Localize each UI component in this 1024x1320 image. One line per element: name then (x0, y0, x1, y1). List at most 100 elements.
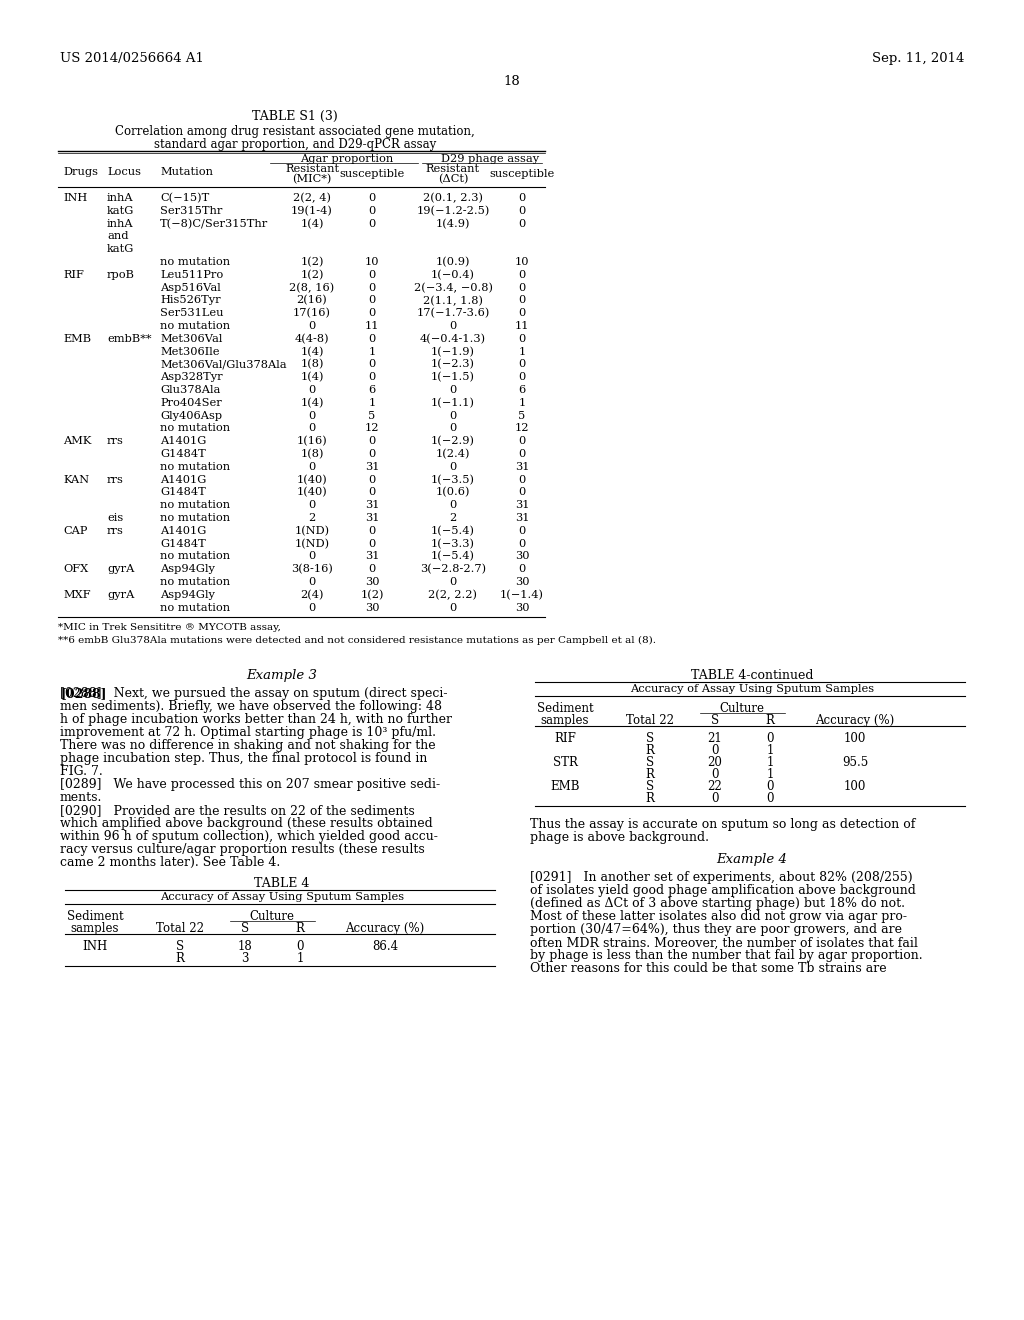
Text: ments.: ments. (60, 792, 102, 804)
Text: 1(2.4): 1(2.4) (436, 449, 470, 459)
Text: S: S (711, 714, 719, 727)
Text: 0: 0 (369, 334, 376, 343)
Text: 22: 22 (708, 780, 722, 793)
Text: 0: 0 (518, 525, 525, 536)
Text: 0: 0 (766, 780, 774, 793)
Text: 1(−1.5): 1(−1.5) (431, 372, 475, 383)
Text: 0: 0 (369, 308, 376, 318)
Text: 20: 20 (708, 756, 723, 770)
Text: 31: 31 (365, 513, 379, 523)
Text: G1484T: G1484T (160, 539, 206, 549)
Text: Total 22: Total 22 (156, 923, 204, 936)
Text: Accuracy of Assay Using Sputum Samples: Accuracy of Assay Using Sputum Samples (160, 892, 404, 903)
Text: 21: 21 (708, 733, 722, 746)
Text: of isolates yield good phage amplification above background: of isolates yield good phage amplificati… (530, 884, 915, 898)
Text: 18: 18 (504, 75, 520, 88)
Text: 0: 0 (518, 372, 525, 383)
Text: Ser531Leu: Ser531Leu (160, 308, 223, 318)
Text: MXF: MXF (63, 590, 91, 599)
Text: 1(ND): 1(ND) (295, 539, 330, 549)
Text: no mutation: no mutation (160, 513, 230, 523)
Text: INH: INH (82, 940, 108, 953)
Text: R: R (645, 792, 654, 805)
Text: KAN: KAN (63, 475, 89, 484)
Text: 0: 0 (308, 462, 315, 471)
Text: (MIC*): (MIC*) (292, 174, 332, 185)
Text: 1(−1.9): 1(−1.9) (431, 347, 475, 356)
Text: S: S (176, 940, 184, 953)
Text: EMB: EMB (63, 334, 91, 343)
Text: 0: 0 (450, 462, 457, 471)
Text: came 2 months later). See Table 4.: came 2 months later). See Table 4. (60, 857, 281, 870)
Text: phage incubation step. Thus, the final protocol is found in: phage incubation step. Thus, the final p… (60, 752, 427, 766)
Text: 0: 0 (450, 385, 457, 395)
Text: 12: 12 (365, 424, 379, 433)
Text: 1(−1.4): 1(−1.4) (500, 590, 544, 601)
Text: TABLE 4: TABLE 4 (254, 878, 309, 891)
Text: 0: 0 (308, 385, 315, 395)
Text: 2(−3.4, −0.8): 2(−3.4, −0.8) (414, 282, 493, 293)
Text: 11: 11 (365, 321, 379, 331)
Text: susceptible: susceptible (489, 169, 555, 180)
Text: 1(2): 1(2) (300, 257, 324, 268)
Text: 0: 0 (712, 768, 719, 781)
Text: Asp516Val: Asp516Val (160, 282, 221, 293)
Text: 0: 0 (308, 500, 315, 511)
Text: 1(−0.4): 1(−0.4) (431, 269, 475, 280)
Text: 1(−3.3): 1(−3.3) (431, 539, 475, 549)
Text: Ser315Thr: Ser315Thr (160, 206, 222, 215)
Text: 0: 0 (369, 449, 376, 459)
Text: Met306Ile: Met306Ile (160, 347, 219, 356)
Text: 30: 30 (365, 577, 379, 587)
Text: [0289]   We have processed this on 207 smear positive sedi-: [0289] We have processed this on 207 sme… (60, 779, 440, 792)
Text: 0: 0 (450, 411, 457, 421)
Text: 1(−3.5): 1(−3.5) (431, 475, 475, 484)
Text: Most of these latter isolates also did not grow via agar pro-: Most of these latter isolates also did n… (530, 911, 907, 924)
Text: 30: 30 (515, 603, 529, 612)
Text: 0: 0 (518, 564, 525, 574)
Text: EMB: EMB (550, 780, 580, 793)
Text: no mutation: no mutation (160, 603, 230, 612)
Text: G1484T: G1484T (160, 449, 206, 459)
Text: *MIC in Trek Sensititre ® MYCOTB assay,: *MIC in Trek Sensititre ® MYCOTB assay, (58, 623, 281, 632)
Text: 0: 0 (712, 744, 719, 758)
Text: 0: 0 (308, 411, 315, 421)
Text: 0: 0 (369, 193, 376, 203)
Text: 30: 30 (365, 603, 379, 612)
Text: no mutation: no mutation (160, 552, 230, 561)
Text: 0: 0 (369, 206, 376, 215)
Text: R: R (645, 768, 654, 781)
Text: 0: 0 (518, 539, 525, 549)
Text: R: R (296, 923, 304, 936)
Text: 17(−1.7-3.6): 17(−1.7-3.6) (417, 308, 489, 318)
Text: 1(4): 1(4) (300, 397, 324, 408)
Text: katG: katG (106, 206, 134, 215)
Text: 2(16): 2(16) (297, 296, 328, 306)
Text: 1: 1 (518, 397, 525, 408)
Text: 0: 0 (369, 436, 376, 446)
Text: [0290]   Provided are the results on 22 of the sediments: [0290] Provided are the results on 22 of… (60, 804, 415, 817)
Text: 0: 0 (369, 219, 376, 228)
Text: 1: 1 (766, 744, 774, 758)
Text: S: S (646, 756, 654, 770)
Text: 1(−1.1): 1(−1.1) (431, 397, 475, 408)
Text: rrs: rrs (106, 475, 124, 484)
Text: 0: 0 (369, 539, 376, 549)
Text: Asp94Gly: Asp94Gly (160, 590, 215, 599)
Text: 6: 6 (518, 385, 525, 395)
Text: 0: 0 (369, 282, 376, 293)
Text: 1(−5.4): 1(−5.4) (431, 525, 475, 536)
Text: 1: 1 (369, 397, 376, 408)
Text: no mutation: no mutation (160, 462, 230, 471)
Text: racy versus culture/agar proportion results (these results: racy versus culture/agar proportion resu… (60, 843, 425, 857)
Text: Glu378Ala: Glu378Ala (160, 385, 220, 395)
Text: D29 phage assay: D29 phage assay (441, 154, 539, 164)
Text: Accuracy of Assay Using Sputum Samples: Accuracy of Assay Using Sputum Samples (630, 684, 874, 694)
Text: 1(−5.4): 1(−5.4) (431, 552, 475, 562)
Text: RIF: RIF (63, 269, 84, 280)
Text: Locus: Locus (106, 168, 141, 177)
Text: 86.4: 86.4 (372, 940, 398, 953)
Text: (defined as ΔCt of 3 above starting phage) but 18% do not.: (defined as ΔCt of 3 above starting phag… (530, 898, 905, 911)
Text: 95.5: 95.5 (842, 756, 868, 770)
Text: 0: 0 (308, 603, 315, 612)
